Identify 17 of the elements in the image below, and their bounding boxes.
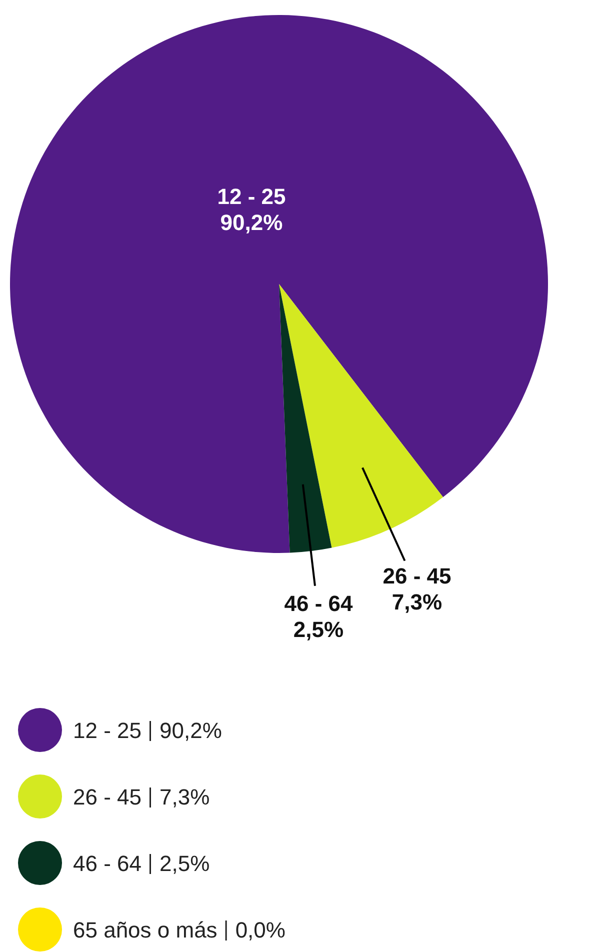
- text: 90,2%: [160, 718, 222, 743]
- text: 2,5%: [160, 851, 210, 876]
- legend-label: 46 - 64: [73, 851, 142, 876]
- slice-label: 26 - 45: [382, 563, 452, 588]
- text: 7,3%: [160, 784, 210, 810]
- pie-slice: [10, 15, 548, 553]
- data-label: 7,3%: [392, 590, 442, 615]
- legend-label: 65 años o más: [73, 918, 218, 942]
- text: 0,0%: [235, 918, 286, 942]
- data-label: 2,5%: [293, 617, 344, 642]
- pie-slice: [279, 284, 332, 553]
- legend-label: 26 - 45: [73, 784, 142, 810]
- data-label: 90,2%: [220, 210, 283, 236]
- pie-slice: [279, 284, 444, 548]
- slice-label: 12 - 25: [217, 184, 286, 209]
- slice-label: 46 - 64: [284, 590, 354, 616]
- legend-label: 12 - 25: [73, 718, 142, 743]
